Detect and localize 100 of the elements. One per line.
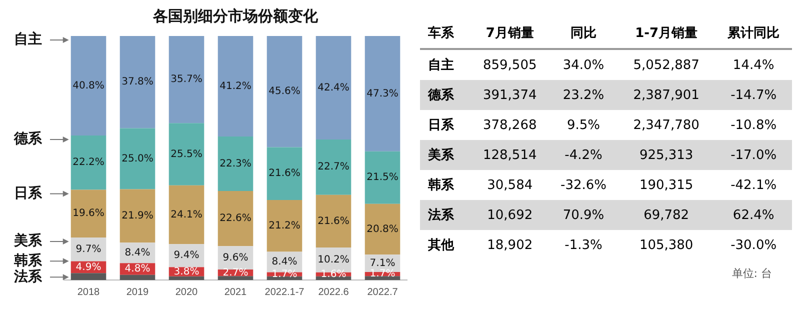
chart-title: 各国别细分市场份额变化 xyxy=(152,6,319,25)
text: 30,584 xyxy=(486,176,534,194)
text: 10,692 xyxy=(470,200,550,230)
data-label: 9.6% xyxy=(222,252,248,264)
text: 9.5% xyxy=(566,116,602,134)
bar xyxy=(70,36,106,136)
data-label: 21.6% xyxy=(268,168,300,180)
data-label: 25.0% xyxy=(122,153,154,164)
text: 法系 xyxy=(420,200,470,230)
data-label: 45.6% xyxy=(268,86,300,98)
bar xyxy=(120,274,156,280)
text: 累计同比 xyxy=(715,18,792,49)
bar xyxy=(266,147,302,200)
text: 69,782 xyxy=(617,200,716,230)
data-label: 10.2% xyxy=(318,254,350,266)
data-label: 35.7% xyxy=(170,74,202,86)
bar xyxy=(168,185,204,244)
data-label: 4.9% xyxy=(76,262,102,273)
bar xyxy=(70,273,106,280)
data-label: 22.2% xyxy=(72,157,104,168)
text: 韩系 xyxy=(427,176,455,195)
data-label: 19.6% xyxy=(72,208,104,220)
bar xyxy=(168,276,204,280)
text: 其他 xyxy=(427,237,456,255)
data-label: 37.8% xyxy=(122,76,154,88)
text: 190,315 xyxy=(638,176,694,194)
text: -17.0% xyxy=(715,140,792,170)
text: 车系 xyxy=(420,18,470,49)
text: 18,902 xyxy=(486,236,534,254)
text: 美系 xyxy=(13,232,43,250)
text: 单位: 台 xyxy=(730,266,773,281)
text: 2,387,901 xyxy=(617,80,716,110)
text: 23.2% xyxy=(550,80,618,110)
data-label: 21.2% xyxy=(268,220,300,232)
data-label: 9.7% xyxy=(76,244,102,255)
bar xyxy=(168,36,204,124)
text: 925,313 xyxy=(617,140,716,170)
bar xyxy=(120,36,156,128)
text: 5,052,887 xyxy=(632,56,700,74)
data-label: 22.7% xyxy=(318,162,350,173)
bar xyxy=(266,200,302,252)
data-label: 41.2% xyxy=(220,80,252,92)
bar xyxy=(316,139,352,195)
text: -32.6% xyxy=(560,176,608,194)
bar xyxy=(364,204,400,255)
x-tick-label: 2022.1-7 xyxy=(264,286,305,298)
bar xyxy=(218,276,254,280)
text: -30.0% xyxy=(730,236,778,254)
x-tick-label: 2021 xyxy=(224,286,248,298)
text: 德系 xyxy=(420,80,470,110)
x-tick-label: 2022.6 xyxy=(318,286,350,298)
bar xyxy=(266,36,302,148)
text: -42.1% xyxy=(730,176,778,194)
text: 2,347,780 xyxy=(632,116,700,134)
text: 1-7月销量 xyxy=(617,18,716,49)
text: -4.2% xyxy=(550,140,618,170)
bar xyxy=(168,123,204,186)
text: -10.8% xyxy=(730,116,778,134)
data-label: 42.4% xyxy=(318,82,350,94)
bar xyxy=(364,36,400,152)
text: 7月销量 xyxy=(470,18,550,49)
text: 自主 xyxy=(14,30,42,48)
text: 62.4% xyxy=(715,200,792,230)
text: 391,374 xyxy=(470,80,550,110)
data-label: 21.5% xyxy=(366,172,398,184)
data-label: 40.8% xyxy=(72,80,104,92)
text: -14.7% xyxy=(715,80,792,110)
text: 128,514 xyxy=(470,140,550,170)
bar xyxy=(70,190,106,238)
text: -1.3% xyxy=(564,236,604,254)
data-label: 4.8% xyxy=(124,264,150,275)
bar xyxy=(120,189,156,243)
text: 日系 xyxy=(14,185,43,202)
data-label: 24.1% xyxy=(170,209,202,220)
bar xyxy=(316,36,352,140)
data-label: 9.4% xyxy=(174,250,200,262)
text: 法系 xyxy=(13,268,43,285)
data-label: 47.3% xyxy=(366,88,398,100)
bar xyxy=(218,136,254,191)
data-label: 22.6% xyxy=(220,213,252,224)
bar xyxy=(218,36,254,137)
x-tick-label: 2020 xyxy=(175,286,198,298)
data-label: 21.9% xyxy=(122,210,154,222)
text: 日系 xyxy=(427,116,455,135)
text: 378,268 xyxy=(482,116,538,134)
bar xyxy=(218,190,254,246)
text: 34.0% xyxy=(562,56,606,74)
text: 美系 xyxy=(420,140,470,170)
x-tick-label: 2019 xyxy=(126,286,150,298)
data-label: 7.1% xyxy=(370,258,396,269)
data-label: 20.8% xyxy=(366,224,398,235)
data-label: 8.4% xyxy=(272,256,298,268)
data-label: 21.6% xyxy=(318,216,350,227)
bar xyxy=(70,136,106,190)
x-tick-label: 2018 xyxy=(77,286,100,298)
text: 859,505 xyxy=(482,56,538,74)
data-label: 8.4% xyxy=(124,248,150,259)
bar xyxy=(364,151,400,204)
text: 自主 xyxy=(427,56,455,75)
text: 德系 xyxy=(13,131,43,148)
